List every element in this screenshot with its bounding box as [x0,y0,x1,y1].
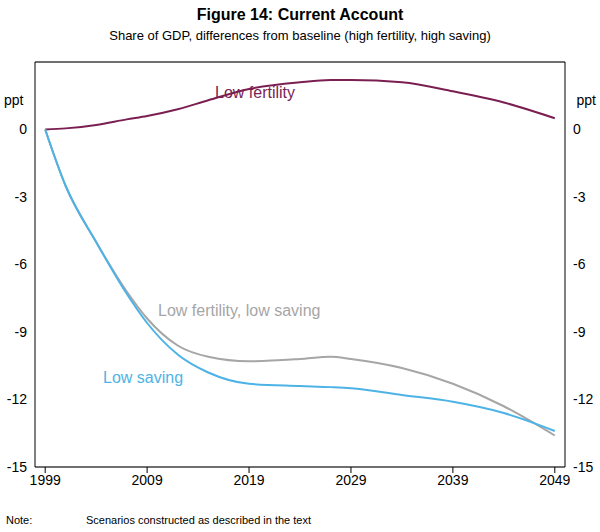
html-text:ppt: ppt [576,92,596,108]
svg-text:-9: -9 [573,324,586,340]
svg-text:2049: 2049 [539,472,570,488]
html-text:ppt: ppt [4,92,24,108]
svg-text:-6: -6 [573,256,586,272]
html-text:Low fertility, low saving: Low fertility, low saving [158,302,321,319]
svg-text:-9: -9 [15,324,28,340]
svg-text:-12: -12 [573,391,592,407]
svg-text:2039: 2039 [437,472,468,488]
svg-text:-3: -3 [573,189,586,205]
svg-text:0: 0 [573,121,581,137]
svg-text:-6: -6 [15,256,28,272]
svg-text:-15: -15 [573,459,592,475]
svg-text:2009: 2009 [132,472,163,488]
svg-text:-12: -12 [8,391,27,407]
html-text:Scenarios constructed as descr: Scenarios constructed as described in th… [86,514,311,526]
html-text:Figure 14: Current Account: Figure 14: Current Account [196,6,404,23]
svg-text:0: 0 [19,121,27,137]
html-text:Note:: Note: [6,514,33,526]
svg-text:-15: -15 [8,459,27,475]
svg-text:2019: 2019 [233,472,264,488]
svg-text:-3: -3 [15,189,28,205]
html-text:Share of GDP, differences from: Share of GDP, differences from baseline … [109,28,491,43]
svg-text:1999: 1999 [30,472,61,488]
html-text:Low fertility: Low fertility [215,84,295,101]
html-text:Low saving: Low saving [103,369,183,386]
svg-text:2029: 2029 [335,472,366,488]
